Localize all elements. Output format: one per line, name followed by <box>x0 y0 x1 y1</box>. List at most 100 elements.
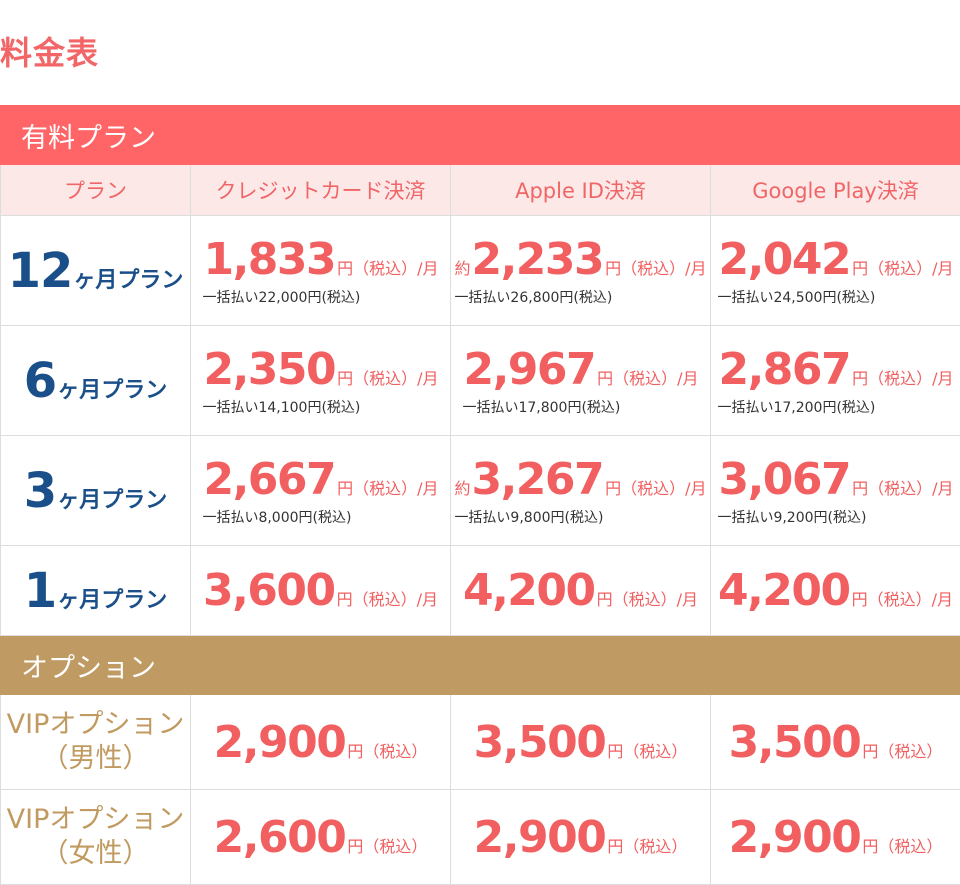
price-amount: 2,900 <box>728 811 862 863</box>
price-unit: 円（税込）/月 <box>605 479 707 498</box>
lump-sum-price: 一括払い9,200円(税込) <box>717 510 867 526</box>
plan-number: 3 <box>23 462 57 519</box>
price-unit: 円（税込） <box>607 741 688 761</box>
price-cell-google-play: 4,200 円（税込）/月 <box>710 545 960 636</box>
option-name: VIPオプション （男性） <box>0 694 191 790</box>
price-amount: 2,900 <box>473 811 607 863</box>
plan-number: 1 <box>23 562 57 619</box>
price-cell-credit-card: 2,900 円（税込） <box>190 694 451 790</box>
page-title: 料金表 <box>0 34 100 72</box>
option-name-line2: （女性） <box>41 838 150 869</box>
plan-unit: ヶ月プラン <box>57 587 168 613</box>
price-unit: 円（税込）/月 <box>852 369 954 388</box>
price-amount: 3,500 <box>728 716 862 768</box>
column-header-row: プラン クレジットカード決済 Apple ID決済 Google Play決済 <box>0 164 960 216</box>
price-unit: 円（税込） <box>347 836 428 856</box>
price-cell-apple-id: 2,900 円（税込） <box>450 789 711 885</box>
price-amount: 4,200 <box>717 565 851 616</box>
plan-name: 6ヶ月プラン <box>0 325 191 436</box>
price-cell-apple-id: 約3,267 円（税込）/月 一括払い9,800円(税込) <box>450 435 711 546</box>
plan-row-3-month: 3ヶ月プラン 2,667 円（税込）/月 一括払い8,000円(税込) 約3,267… <box>0 435 960 546</box>
approx-mark: 約 <box>454 259 471 278</box>
lump-sum-price: 一括払い8,000円(税込) <box>202 510 352 526</box>
price-cell-google-play: 3,067 円（税込）/月一括払い9,200円(税込) <box>710 435 960 546</box>
column-header-credit-card: クレジットカード決済 <box>190 164 451 216</box>
plan-number: 6 <box>23 352 57 409</box>
price-unit: 円（税込）/月 <box>337 479 439 498</box>
price-unit: 円（税込）/月 <box>597 369 699 388</box>
price-cell-google-play: 2,042 円（税込）/月一括払い24,500円(税込) <box>710 215 960 326</box>
price-unit: 円（税込） <box>347 741 428 761</box>
price-amount: 3,500 <box>473 716 607 768</box>
price-unit: 円（税込）/月 <box>852 259 954 278</box>
option-row-vip-male: VIPオプション （男性） 2,900 円（税込） 3,500 円（税込） 3,500… <box>0 694 960 790</box>
price-unit: 円（税込）/月 <box>337 369 439 388</box>
price-amount: 3,600 <box>202 565 336 616</box>
option-name-line1: VIPオプション <box>6 804 185 835</box>
price-unit: 円（税込）/月 <box>852 479 954 498</box>
price-unit: 円（税込）/月 <box>596 590 699 609</box>
plan-row-6-month: 6ヶ月プラン 2,350 円（税込）/月 一括払い14,100円(税込) 2,967… <box>0 325 960 436</box>
price-amount: 4,200 <box>462 565 596 616</box>
plan-unit: ヶ月プラン <box>57 377 168 403</box>
price-unit: 円（税込）/月 <box>605 259 707 278</box>
price-amount: 2,667 <box>203 454 336 505</box>
option-section-header: オプション <box>0 635 960 695</box>
paid-plan-section-header: 有料プラン <box>0 105 960 165</box>
lump-sum-price: 一括払い24,500円(税込) <box>717 290 876 306</box>
option-name: VIPオプション （女性） <box>0 789 191 885</box>
price-amount: 2,233 <box>471 234 604 285</box>
plan-unit: ヶ月プラン <box>73 267 184 293</box>
lump-sum-price: 一括払い14,100円(税込) <box>202 400 361 416</box>
plan-row-12-month: 12ヶ月プラン 1,833 円（税込）/月 一括払い22,000円(税込) 約2,2… <box>0 215 960 326</box>
price-cell-google-play: 3,500 円（税込） <box>710 694 960 790</box>
price-amount: 1,833 <box>203 234 336 285</box>
lump-sum-price: 一括払い9,800円(税込) <box>454 510 604 526</box>
price-amount: 2,042 <box>718 234 851 285</box>
price-unit: 円（税込） <box>862 836 943 856</box>
option-name-line2: （男性） <box>41 743 150 774</box>
price-cell-google-play: 2,867 円（税込）/月一括払い17,200円(税込) <box>710 325 960 436</box>
plan-number: 12 <box>7 242 74 299</box>
column-header-apple-id: Apple ID決済 <box>450 164 711 216</box>
lump-sum-price: 一括払い26,800円(税込) <box>454 290 613 306</box>
column-header-plan: プラン <box>0 164 191 216</box>
price-cell-credit-card: 2,600 円（税込） <box>190 789 451 885</box>
price-amount: 2,350 <box>203 344 336 395</box>
lump-sum-price: 一括払い22,000円(税込) <box>202 290 361 306</box>
price-cell-credit-card: 1,833 円（税込）/月一括払い22,000円(税込) <box>190 215 451 326</box>
option-section-label: オプション <box>0 635 960 695</box>
price-amount: 2,600 <box>213 811 347 863</box>
price-amount: 3,067 <box>718 454 851 505</box>
option-row-vip-female: VIPオプション （女性） 2,600 円（税込） 2,900 円（税込） 2,900… <box>0 789 960 885</box>
price-unit: 円（税込）/月 <box>336 590 439 609</box>
plan-row-1-month: 1ヶ月プラン 3,600 円（税込）/月 4,200 円（税込）/月 4,200 円（… <box>0 545 960 636</box>
approx-mark: 約 <box>454 479 471 498</box>
price-amount: 2,900 <box>213 716 347 768</box>
price-cell-apple-id: 4,200 円（税込）/月 <box>450 545 711 636</box>
plan-name: 3ヶ月プラン <box>0 435 191 546</box>
price-cell-credit-card: 2,667 円（税込）/月一括払い8,000円(税込) <box>190 435 451 546</box>
price-cell-apple-id: 2,967 円（税込）/月一括払い17,800円(税込) <box>450 325 711 436</box>
price-unit: 円（税込）/月 <box>851 590 954 609</box>
price-amount: 2,867 <box>718 344 851 395</box>
lump-sum-price: 一括払い17,800円(税込) <box>462 400 621 416</box>
lump-sum-price: 一括払い17,200円(税込) <box>717 400 876 416</box>
price-amount: 3,267 <box>471 454 604 505</box>
plan-name: 1ヶ月プラン <box>0 545 191 636</box>
price-cell-credit-card: 3,600 円（税込）/月 <box>190 545 451 636</box>
price-table: 有料プラン プラン クレジットカード決済 Apple ID決済 Google P… <box>0 105 960 885</box>
plan-unit: ヶ月プラン <box>57 487 168 513</box>
price-cell-apple-id: 3,500 円（税込） <box>450 694 711 790</box>
price-unit: 円（税込）/月 <box>337 259 439 278</box>
price-cell-apple-id: 約2,233 円（税込）/月一括払い26,800円(税込) <box>450 215 711 326</box>
paid-plan-section-label: 有料プラン <box>0 105 960 165</box>
plan-name: 12ヶ月プラン <box>0 215 191 326</box>
price-amount: 2,967 <box>463 344 596 395</box>
option-name-line1: VIPオプション <box>6 709 185 740</box>
price-unit: 円（税込） <box>607 836 688 856</box>
price-unit: 円（税込） <box>862 741 943 761</box>
column-header-google-play: Google Play決済 <box>710 164 960 216</box>
price-cell-credit-card: 2,350 円（税込）/月一括払い14,100円(税込) <box>190 325 451 436</box>
price-cell-google-play: 2,900 円（税込） <box>710 789 960 885</box>
